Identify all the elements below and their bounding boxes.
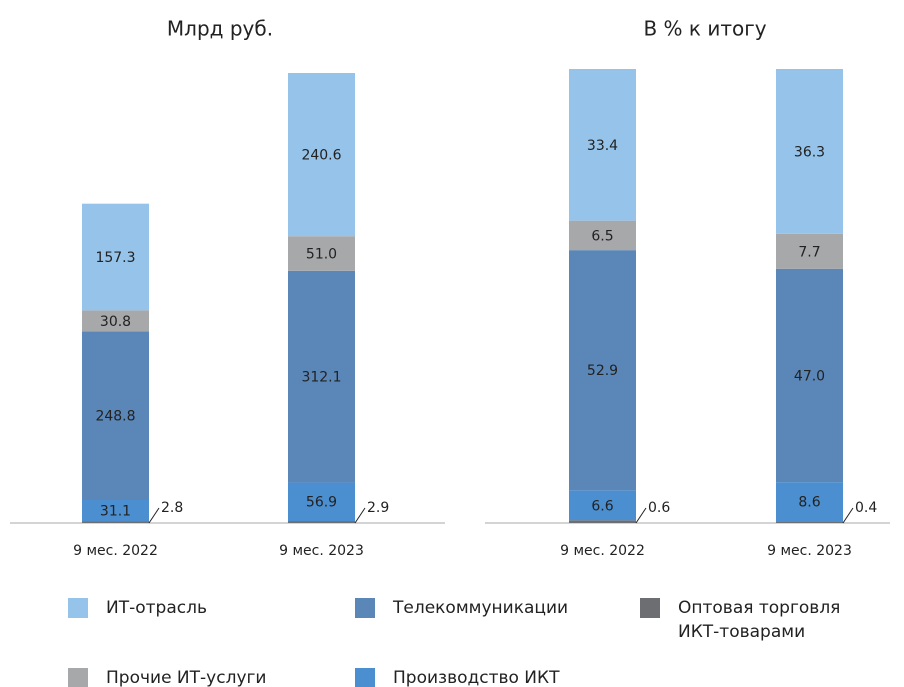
value-label: 0.4 xyxy=(855,500,877,516)
bar-segment xyxy=(776,233,843,269)
bar-segment xyxy=(288,521,355,523)
bar-segment xyxy=(569,520,636,523)
bar-segment xyxy=(288,270,355,483)
x-tick-label: 9 мес. 2023 xyxy=(279,543,364,559)
bar-segment xyxy=(776,69,843,234)
x-tick-label: 9 мес. 2022 xyxy=(73,543,158,559)
bar-segment xyxy=(776,482,843,522)
value-label: 2.9 xyxy=(367,500,389,516)
charts: Млрд руб. 9 мес. 2022 2.8 31.1 248.8 30.8 157.… xyxy=(10,17,890,559)
leader-line xyxy=(354,507,366,524)
bar-segment xyxy=(82,521,149,523)
legend-label: Прочие ИТ-услуги xyxy=(106,668,267,687)
value-label: 248.8 xyxy=(95,409,135,425)
value-label: 52.9 xyxy=(587,363,618,379)
x-tick-label: 9 мес. 2022 xyxy=(560,543,645,559)
leader-line xyxy=(635,507,647,524)
value-label: 51.0 xyxy=(306,246,337,262)
legend-swatch xyxy=(355,668,375,687)
bar-segment xyxy=(288,73,355,237)
bar-segment xyxy=(776,521,843,523)
bar-segment xyxy=(82,310,149,332)
legend-label: ИТ-отрасль xyxy=(106,598,207,618)
value-label: 0.6 xyxy=(648,500,670,516)
bar-segment xyxy=(82,203,149,311)
value-label: 30.8 xyxy=(100,314,131,330)
value-label: 157.3 xyxy=(95,250,135,266)
bar-segment xyxy=(288,482,355,522)
legend-label: Производство ИКТ xyxy=(393,668,560,687)
value-label: 33.4 xyxy=(587,138,618,154)
value-label: 8.6 xyxy=(798,495,820,511)
bar-segment xyxy=(569,490,636,521)
bar-segment xyxy=(82,331,149,501)
legend-label: Телекоммуникации xyxy=(393,598,569,618)
legend-swatch xyxy=(640,598,660,618)
leader-line xyxy=(148,507,160,524)
bar-segment xyxy=(776,268,843,483)
value-label: 240.6 xyxy=(301,148,341,164)
bar-segment xyxy=(569,220,636,251)
legend-label: Оптовая торговля ИКТ-товарами xyxy=(678,598,841,642)
bar-segment xyxy=(569,69,636,221)
legend-swatch xyxy=(68,668,88,687)
bar-segment xyxy=(82,500,149,522)
value-label: 7.7 xyxy=(798,244,820,260)
legend-swatch xyxy=(68,598,88,618)
value-label: 47.0 xyxy=(794,368,825,384)
x-tick-label: 9 мес. 2023 xyxy=(767,543,852,559)
value-label: 2.8 xyxy=(161,500,183,516)
value-label: 6.5 xyxy=(591,228,613,244)
bar-segment xyxy=(569,250,636,491)
value-label: 36.3 xyxy=(794,144,825,160)
value-label: 31.1 xyxy=(100,504,131,520)
value-label: 56.9 xyxy=(306,495,337,511)
bar-segment xyxy=(288,236,355,271)
value-label: 312.1 xyxy=(301,370,341,386)
legend-swatch xyxy=(355,598,375,618)
chart-title: Млрд руб. xyxy=(167,17,273,41)
leader-line xyxy=(842,507,854,524)
value-label: 6.6 xyxy=(591,498,613,514)
chart-title: В % к итогу xyxy=(643,17,766,41)
